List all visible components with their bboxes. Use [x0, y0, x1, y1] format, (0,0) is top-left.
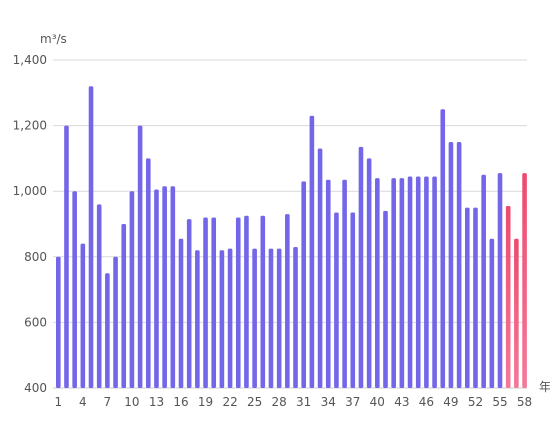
bar-10: [129, 191, 135, 388]
bar-39: [366, 158, 372, 388]
x-tick-label: 4: [79, 395, 87, 409]
x-tick-label: 7: [104, 395, 112, 409]
bar-43: [399, 178, 405, 388]
y-axis-tick-labels: 400 600 800 1,000 1,200 1,400: [13, 53, 47, 395]
bar-56: [505, 205, 511, 388]
y-axis-unit-label: m³/s: [40, 32, 67, 46]
bar-30: [293, 246, 298, 388]
x-tick-label: 10: [124, 395, 139, 409]
bar-16: [178, 238, 184, 388]
bar-1: [56, 256, 61, 388]
bar-37: [350, 212, 356, 388]
bar-54: [489, 238, 495, 388]
bar-8: [113, 256, 118, 388]
bar-31: [301, 181, 306, 388]
bar-15: [170, 186, 176, 388]
x-tick-label: 25: [247, 395, 262, 409]
bars: [56, 86, 527, 389]
x-tick-label: 55: [492, 395, 507, 409]
bar-13: [154, 189, 159, 388]
bar-12: [145, 158, 151, 388]
x-tick-label: 46: [419, 395, 434, 409]
bar-6: [96, 204, 102, 388]
x-tick-label: 1: [54, 395, 62, 409]
x-tick-label: 49: [443, 395, 458, 409]
bar-46: [424, 176, 429, 388]
bar-14: [162, 186, 167, 388]
bar-47: [432, 176, 437, 388]
x-tick-label: 28: [272, 395, 287, 409]
bar-36: [342, 179, 347, 388]
bar-11: [137, 125, 143, 388]
bar-41: [383, 210, 388, 388]
x-tick-label: 34: [321, 395, 336, 409]
bar-5: [88, 86, 94, 389]
bar-29: [285, 214, 290, 388]
x-tick-label: 16: [173, 395, 188, 409]
bar-18: [195, 250, 200, 388]
bar-23: [235, 217, 241, 388]
bar-51: [465, 207, 470, 388]
bar-49: [448, 142, 454, 388]
x-axis-tick-labels: 1 4 7 10 13 16 19 22 25 28 31 34 37 40 43 46 49 52 55 58: [54, 395, 532, 409]
x-axis-unit-label: 年: [539, 380, 550, 394]
x-tick-label: 22: [222, 395, 237, 409]
x-tick-label: 58: [517, 395, 532, 409]
bar-21: [219, 250, 225, 388]
bar-50: [456, 142, 462, 388]
bar-34: [325, 179, 331, 388]
bar-57: [514, 238, 519, 388]
bar-24: [244, 215, 249, 388]
x-tick-label: 13: [149, 395, 164, 409]
bar-52: [473, 207, 478, 388]
bar-32: [309, 115, 315, 388]
y-tick-label: 600: [24, 315, 47, 329]
x-tick-label: 19: [198, 395, 213, 409]
bar-42: [391, 178, 396, 388]
x-tick-label: 52: [468, 395, 483, 409]
bar-28: [276, 248, 282, 388]
bar-44: [407, 176, 413, 388]
bar-45: [415, 176, 421, 388]
x-tick-label: 31: [296, 395, 311, 409]
y-tick-label: 1,400: [13, 53, 47, 67]
y-tick-label: 1,000: [13, 184, 47, 198]
bar-27: [268, 248, 274, 388]
bar-58: [522, 173, 527, 388]
bar-55: [497, 173, 503, 388]
y-tick-label: 800: [24, 250, 47, 264]
bar-2: [64, 125, 69, 388]
bar-3: [72, 191, 77, 388]
bar-40: [375, 178, 380, 388]
bar-4: [80, 243, 86, 388]
y-tick-label: 400: [24, 381, 47, 395]
bar-26: [260, 215, 266, 388]
y-tick-label: 1,200: [13, 119, 47, 133]
bar-20: [211, 217, 217, 388]
bar-7: [105, 273, 110, 388]
bar-33: [317, 148, 323, 388]
x-tick-label: 40: [370, 395, 385, 409]
bar-9: [121, 224, 127, 388]
bar-17: [186, 219, 192, 388]
bar-53: [481, 174, 486, 388]
x-tick-label: 37: [345, 395, 360, 409]
bar-19: [203, 217, 208, 388]
x-tick-label: 43: [394, 395, 409, 409]
bar-38: [358, 146, 364, 388]
bar-22: [227, 248, 233, 388]
bar-48: [440, 109, 446, 388]
bar-25: [252, 248, 257, 388]
bar-35: [334, 212, 339, 388]
